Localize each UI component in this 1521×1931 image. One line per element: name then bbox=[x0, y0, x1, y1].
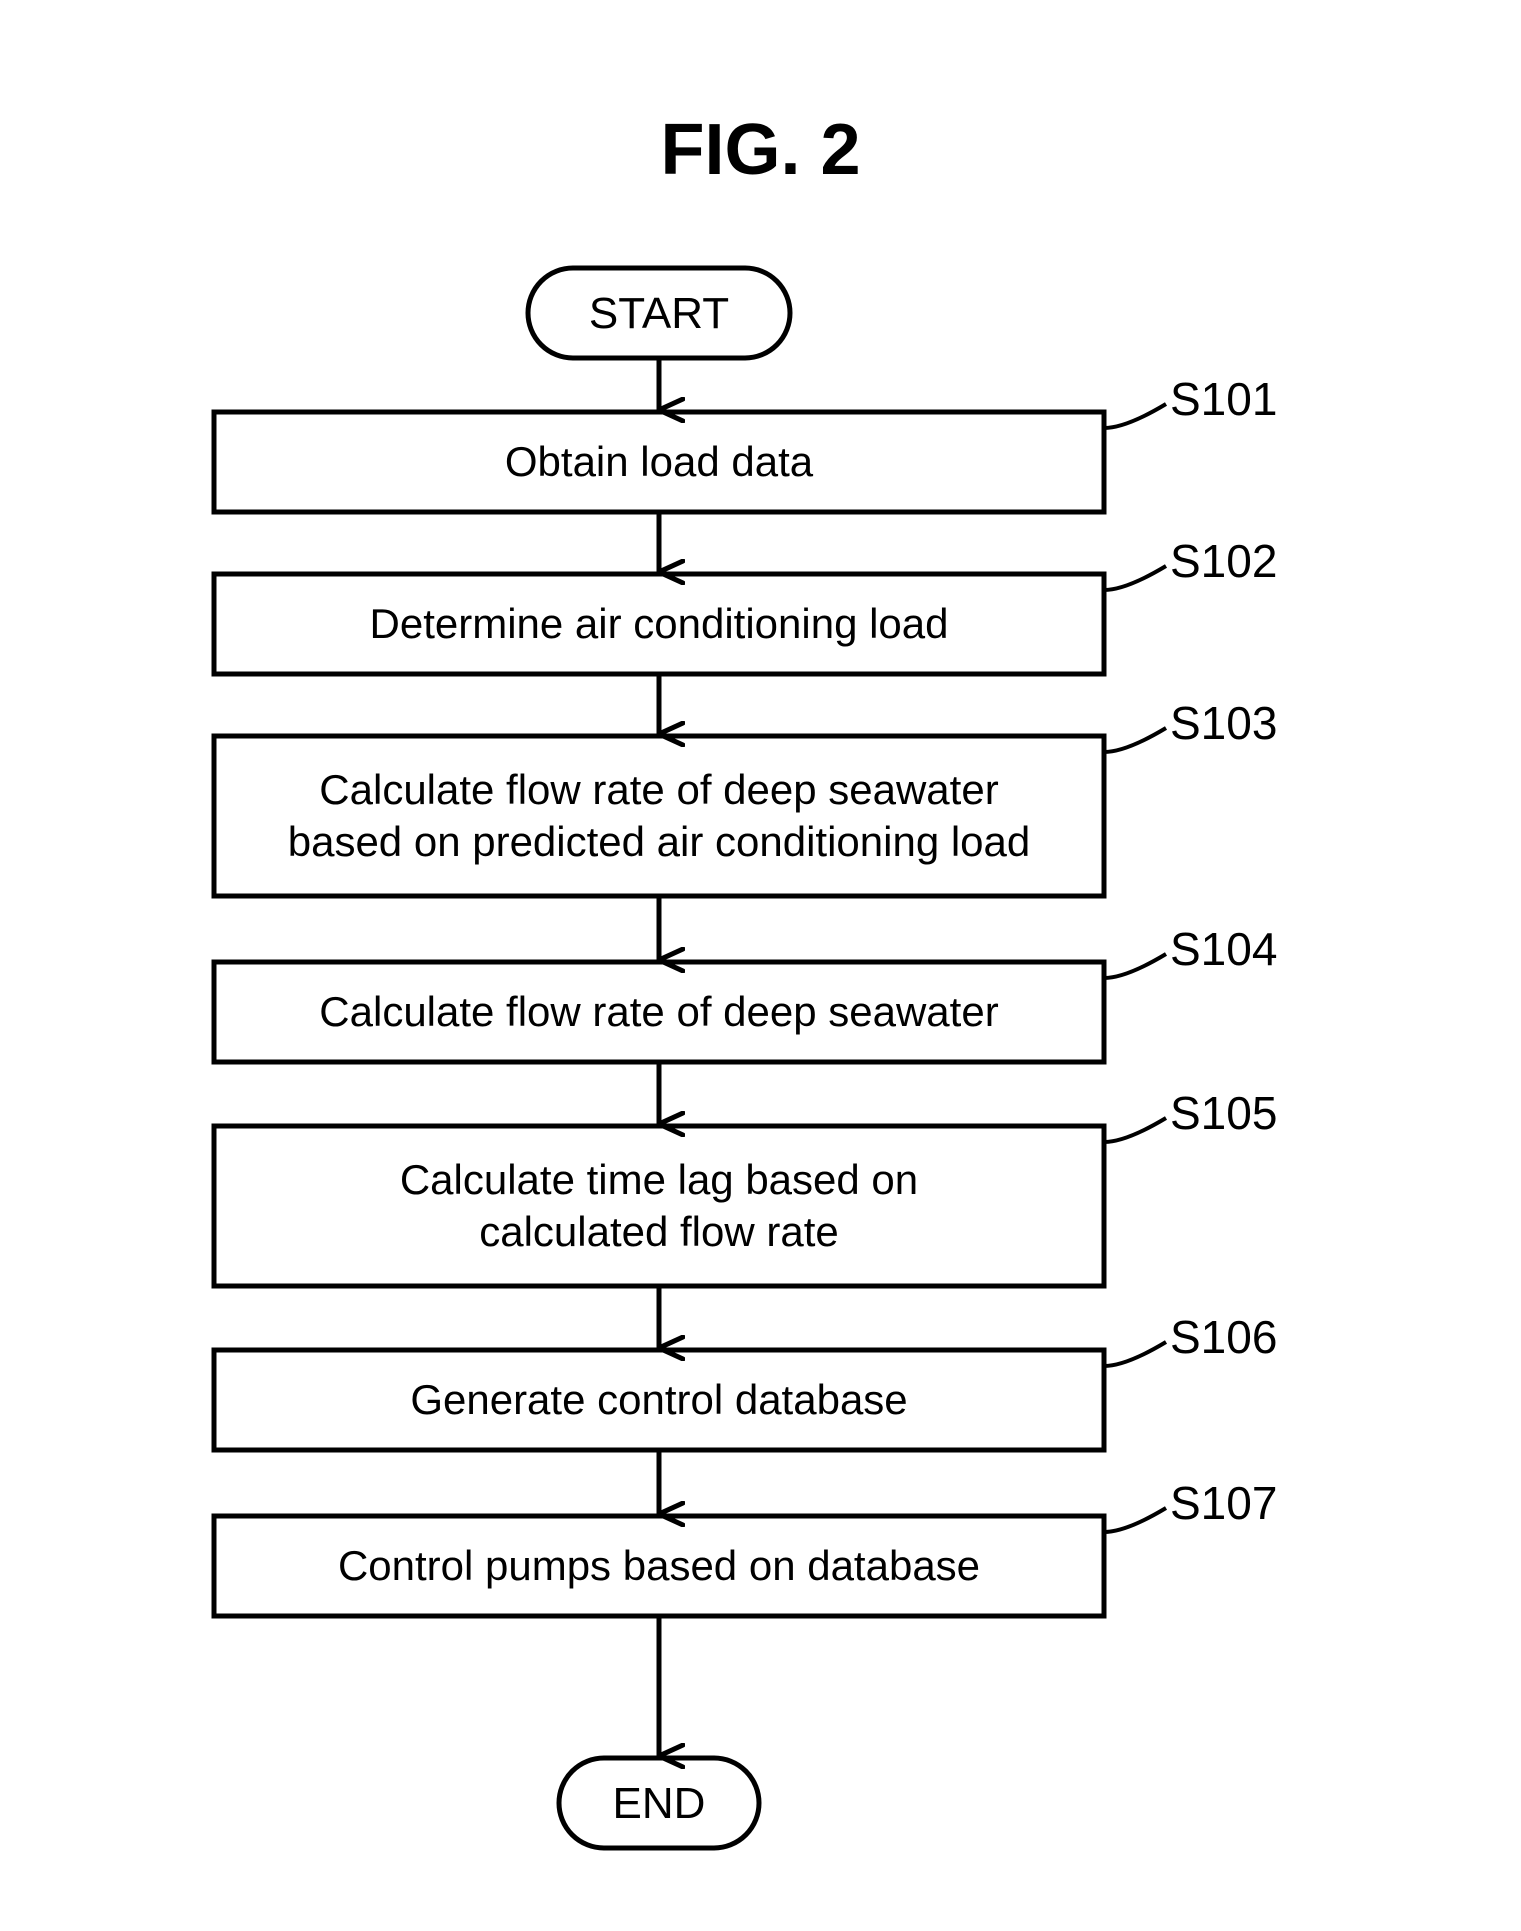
step-text: Calculate flow rate of deep seawater bbox=[214, 962, 1104, 1062]
step-label-leader bbox=[1104, 404, 1166, 428]
step-label-leader bbox=[1104, 1118, 1166, 1142]
step-label-leader bbox=[1104, 1342, 1166, 1366]
step-label: S104 bbox=[1170, 922, 1277, 976]
step-label: S106 bbox=[1170, 1310, 1277, 1364]
step-label: S101 bbox=[1170, 372, 1277, 426]
step-label-leader bbox=[1104, 566, 1166, 590]
step-text: Determine air conditioning load bbox=[214, 574, 1104, 674]
step-text: Calculate flow rate of deep seawaterbase… bbox=[214, 736, 1104, 896]
step-text: Control pumps based on database bbox=[214, 1516, 1104, 1616]
terminator-end-label: END bbox=[559, 1758, 759, 1848]
step-label: S107 bbox=[1170, 1476, 1277, 1530]
terminator-start-label: START bbox=[528, 268, 790, 358]
step-text: Calculate time lag based oncalculated fl… bbox=[214, 1126, 1104, 1286]
step-text: Obtain load data bbox=[214, 412, 1104, 512]
step-text: Generate control database bbox=[214, 1350, 1104, 1450]
step-label-leader bbox=[1104, 728, 1166, 752]
step-label: S103 bbox=[1170, 696, 1277, 750]
step-label: S105 bbox=[1170, 1086, 1277, 1140]
step-label: S102 bbox=[1170, 534, 1277, 588]
step-label-leader bbox=[1104, 1508, 1166, 1532]
step-label-leader bbox=[1104, 954, 1166, 978]
